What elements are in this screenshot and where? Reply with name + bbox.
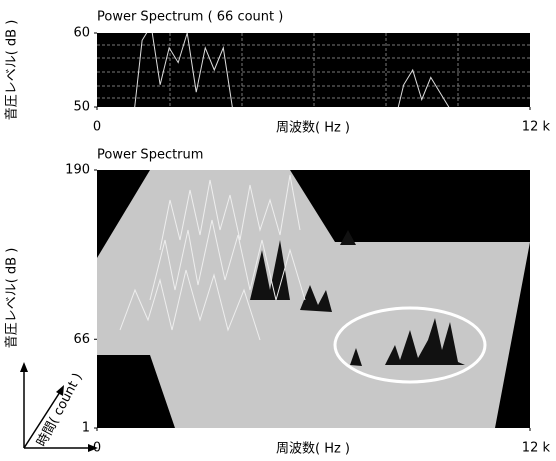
x-tick-label: 0 [93,120,101,135]
z-axis-label: 時間( count ) [34,371,85,450]
y-tick-label: 50 [73,100,90,115]
chart-title: Power Spectrum [97,148,203,163]
x-tick-label: 12 k [522,441,551,456]
waterfall-lines [119,174,306,341]
x-axis-label: 周波数( Hz ) [276,121,350,136]
y-axis-label: 音圧レベル( dB ) [4,248,20,349]
axis-arrows [20,362,98,452]
x-tick-label: 0 [93,441,101,456]
spectrum-line [134,33,450,107]
grid [97,33,530,107]
y-tick-label: 1 [82,421,90,436]
y-tick-label: 60 [73,26,90,41]
y-tick-label: 190 [65,163,90,178]
y-axis-label: 音圧レベル( dB ) [4,20,20,121]
y-tick-label: 66 [73,332,90,347]
chart-title: Power Spectrum ( 66 count ) [97,10,283,25]
highlight-ellipse [333,306,487,384]
x-axis-label: 周波数( Hz ) [276,442,350,457]
x-tick-label: 12 k [522,120,551,135]
